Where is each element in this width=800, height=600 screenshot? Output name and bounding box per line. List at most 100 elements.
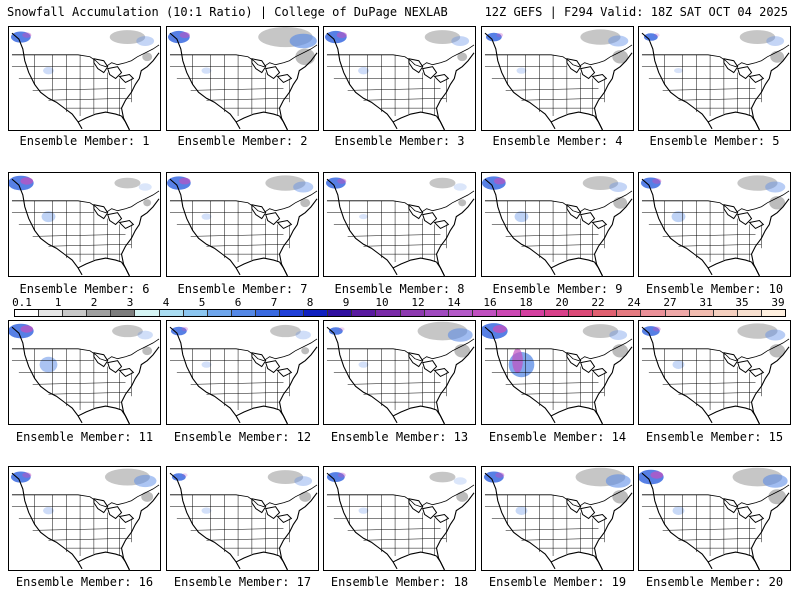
canada-border (641, 44, 790, 68)
snow-northeast (299, 491, 312, 502)
ensemble-map-panel (8, 26, 161, 131)
canada-border (11, 484, 160, 508)
snow-west-heavy (495, 472, 505, 478)
state-border (662, 234, 756, 237)
snow-rockies (201, 507, 212, 514)
state-border (521, 538, 605, 541)
ensemble-map-panel (166, 172, 319, 277)
east-coastline (278, 52, 318, 130)
snow-northeast (142, 346, 153, 356)
snow-west-canada (10, 471, 31, 483)
snow-rockies (43, 506, 54, 515)
colorbar-swatch (424, 310, 449, 316)
snow-east-canada-heavy (447, 328, 473, 342)
colorbar-swatch (569, 310, 594, 316)
west-coastline (641, 326, 713, 424)
state-border (363, 244, 447, 247)
east-coastline (750, 346, 790, 424)
colorbar-swatch (665, 310, 690, 316)
colorbar-swatch (376, 310, 401, 316)
snow-east-canada-heavy (609, 182, 628, 192)
florida-coastline (751, 409, 760, 424)
great-lakes (566, 204, 608, 230)
ensemble-map-panel (638, 466, 791, 571)
florida-coastline (121, 115, 130, 130)
snow-east-canada (429, 177, 456, 189)
snow-west-heavy (652, 178, 662, 184)
snow-rockies (515, 506, 528, 515)
ensemble-map-panel (323, 466, 476, 571)
snow-east-canada (739, 30, 776, 44)
snow-west-canada (325, 177, 346, 189)
great-lakes (408, 58, 450, 84)
canada-border (484, 44, 633, 68)
snow-east-canada-heavy (765, 181, 786, 193)
great-lakes (251, 498, 293, 524)
colorbar-label: 12 (411, 296, 425, 309)
florida-coastline (279, 555, 288, 570)
colorbar-swatch (231, 310, 256, 316)
page-title: Snowfall Accumulation (10:1 Ratio) | Col… (7, 5, 448, 19)
us-map (639, 467, 790, 570)
state-border (363, 538, 447, 541)
colorbar-label: 18 (519, 296, 533, 309)
snow-east-canada-heavy (133, 474, 157, 488)
snow-east-canada-heavy (766, 36, 785, 46)
canada-border (326, 44, 475, 68)
ensemble-map-panel (166, 320, 319, 425)
colorbar-swatch (63, 310, 88, 316)
east-coastline (750, 52, 790, 130)
colorbar-label: 16 (483, 296, 497, 309)
member-caption: Ensemble Member: 14 (488, 430, 627, 444)
snow-east-canada (429, 471, 456, 483)
snow-east-canada (114, 177, 141, 189)
snow-west-heavy (20, 325, 34, 333)
colorbar-swatch (304, 310, 329, 316)
state-border (662, 88, 756, 91)
ensemble-map-panel (481, 466, 634, 571)
snow-rockies (201, 361, 212, 368)
colorbar-swatch (255, 310, 281, 316)
colorbar-swatch (352, 310, 377, 316)
snow-east-canada (580, 29, 621, 45)
gulf-coastline (77, 405, 122, 417)
colorbar-swatch (761, 310, 785, 316)
snow-northeast (301, 347, 310, 355)
west-coastline (641, 472, 713, 570)
us-map (167, 27, 318, 130)
colorbar-label: 7 (270, 296, 278, 309)
great-lakes (251, 204, 293, 230)
east-coastline (435, 492, 475, 570)
snow-northeast (458, 199, 467, 207)
west-coastline (326, 178, 398, 276)
canada-border (484, 190, 633, 214)
state-border (505, 528, 599, 531)
florida-coastline (121, 409, 130, 424)
snow-west-heavy (22, 32, 32, 38)
snow-west-heavy (650, 471, 664, 479)
florida-coastline (121, 555, 130, 570)
snow-west-canada (643, 33, 658, 41)
colorbar-swatch (111, 310, 136, 316)
colorbar-label: 9 (342, 296, 350, 309)
canada-border (169, 484, 318, 508)
east-coastline (278, 346, 318, 424)
snow-east-canada-heavy (136, 36, 155, 46)
ensemble-map-panel (638, 172, 791, 277)
snow-rockies (358, 507, 369, 514)
east-coastline (120, 198, 160, 276)
us-map (10, 468, 160, 570)
snow-west-heavy (336, 32, 347, 39)
florida-coastline (279, 115, 288, 130)
florida-coastline (594, 115, 603, 130)
state-border (190, 528, 284, 531)
florida-coastline (436, 555, 445, 570)
colorbar-label: 20 (555, 296, 569, 309)
colorbar-label: 24 (627, 296, 641, 309)
snow-northeast (143, 199, 152, 207)
snow-east-canada-heavy (762, 474, 788, 488)
west-coastline (484, 326, 556, 424)
east-coastline (435, 346, 475, 424)
gulf-coastline (392, 257, 437, 269)
snow-northeast (768, 489, 787, 505)
